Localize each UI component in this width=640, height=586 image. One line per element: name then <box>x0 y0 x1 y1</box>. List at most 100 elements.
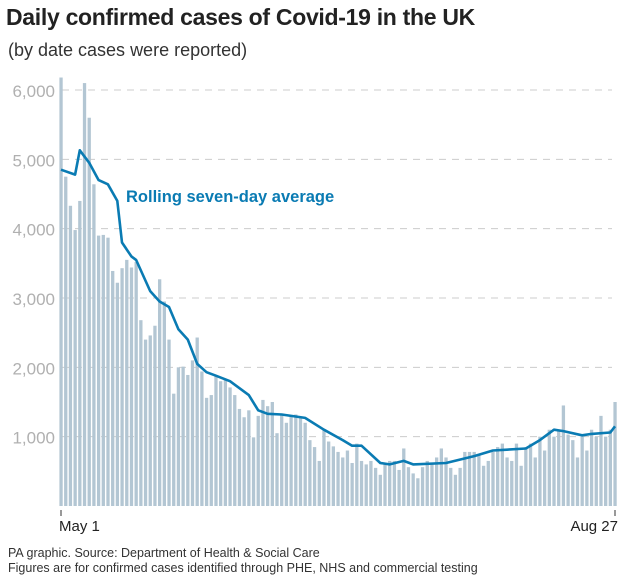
bar <box>223 379 228 506</box>
bar <box>575 457 580 506</box>
bar <box>458 467 462 506</box>
y-tick-label: 2,000 <box>12 359 55 378</box>
rolling-average-line <box>60 149 617 466</box>
bar <box>172 393 176 506</box>
bar <box>143 339 148 506</box>
chart-title: Daily confirmed cases of Covid-19 in the… <box>6 4 475 30</box>
bar <box>120 268 124 506</box>
bar <box>275 433 279 506</box>
bar <box>317 460 321 506</box>
bar <box>331 446 336 506</box>
bar <box>341 457 345 506</box>
bar <box>463 451 467 506</box>
bar <box>514 443 519 506</box>
bar <box>162 301 166 506</box>
bar <box>96 235 101 506</box>
bar <box>453 474 458 506</box>
bar <box>406 467 411 506</box>
bar <box>585 450 589 506</box>
bar <box>416 478 420 506</box>
bar <box>181 366 185 506</box>
x-tick-label: May 1 <box>59 518 100 535</box>
bar <box>265 406 270 506</box>
bar <box>298 417 303 506</box>
bar <box>294 414 298 506</box>
bar <box>355 443 359 506</box>
bar <box>73 230 77 506</box>
bar <box>176 367 181 506</box>
bar <box>477 454 481 506</box>
bar <box>219 381 223 506</box>
bar <box>528 443 533 506</box>
bar <box>594 436 598 506</box>
y-tick-label: 4,000 <box>12 221 55 240</box>
bar <box>190 360 195 506</box>
bar <box>327 441 331 506</box>
bar <box>284 422 289 506</box>
bar <box>148 335 152 506</box>
bar <box>204 397 209 506</box>
bar <box>322 429 326 506</box>
bar <box>200 371 204 506</box>
bar <box>209 395 213 506</box>
x-tick-label: Aug 27 <box>570 518 618 535</box>
bar <box>237 408 242 506</box>
bar <box>251 437 256 506</box>
bar <box>496 447 500 506</box>
bar <box>78 200 82 506</box>
bar <box>125 259 129 506</box>
bar <box>336 451 340 506</box>
bar <box>214 376 218 506</box>
bar <box>430 463 434 506</box>
bar <box>552 436 556 506</box>
bar <box>153 325 157 506</box>
bar <box>613 402 617 506</box>
y-tick-label: 6,000 <box>12 82 55 101</box>
bar <box>604 436 608 506</box>
bar <box>599 415 603 506</box>
bar <box>92 184 96 506</box>
bar <box>270 402 274 506</box>
bar <box>505 457 509 506</box>
bar <box>402 448 406 506</box>
footnote: Figures are for confirmed cases identifi… <box>8 561 478 575</box>
bar <box>369 460 373 506</box>
bar <box>345 450 350 506</box>
chart-subtitle: (by date cases were reported) <box>8 40 248 60</box>
bar <box>589 429 594 506</box>
bar <box>500 443 505 506</box>
bar <box>566 434 570 506</box>
y-tick-label: 3,000 <box>12 290 55 309</box>
bar <box>383 464 387 506</box>
bar <box>308 440 312 506</box>
bar <box>397 469 401 506</box>
bar <box>434 457 439 506</box>
bar <box>388 460 392 506</box>
y-tick-label: 5,000 <box>12 151 55 170</box>
bar <box>350 463 354 506</box>
bar <box>420 467 425 506</box>
bar <box>256 415 260 506</box>
bar <box>289 415 293 506</box>
bar <box>129 267 134 506</box>
bar <box>68 205 73 506</box>
bar <box>571 440 575 506</box>
bar <box>233 395 237 506</box>
bar <box>491 451 495 506</box>
bar <box>449 467 453 506</box>
bar <box>392 460 397 506</box>
bar <box>510 460 514 506</box>
bar <box>557 429 561 506</box>
bar <box>359 460 364 506</box>
bar <box>82 83 87 507</box>
bar <box>134 261 138 506</box>
bar <box>111 270 115 506</box>
bar <box>195 337 199 506</box>
bar <box>364 464 368 506</box>
bar <box>261 399 265 506</box>
bar <box>186 374 190 506</box>
source-note: PA graphic. Source: Department of Health… <box>8 546 320 560</box>
bar <box>303 422 307 506</box>
bar <box>411 473 415 506</box>
